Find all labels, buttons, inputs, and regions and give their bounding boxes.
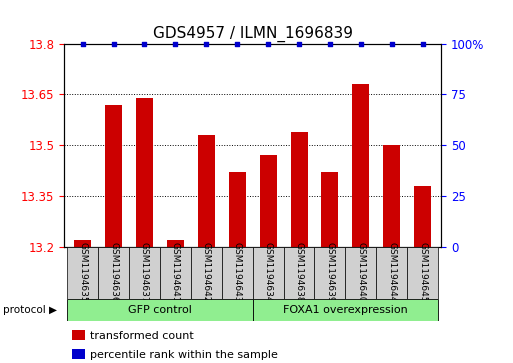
Point [357, 41, 365, 46]
Text: GSM1194635: GSM1194635 [78, 242, 87, 302]
Point [171, 41, 180, 46]
Bar [414, 186, 431, 247]
Bar [167, 240, 184, 247]
Text: GSM1194642: GSM1194642 [202, 242, 211, 302]
FancyBboxPatch shape [67, 247, 98, 299]
Point [388, 41, 396, 46]
FancyBboxPatch shape [253, 247, 284, 299]
Text: GSM1194645: GSM1194645 [418, 242, 427, 302]
Bar [383, 145, 400, 247]
Bar [105, 105, 122, 247]
FancyBboxPatch shape [345, 247, 376, 299]
Text: transformed count: transformed count [90, 331, 193, 341]
Point [141, 41, 149, 46]
FancyBboxPatch shape [67, 299, 253, 321]
FancyBboxPatch shape [222, 247, 253, 299]
FancyBboxPatch shape [284, 247, 314, 299]
FancyBboxPatch shape [129, 247, 160, 299]
Text: GSM1194634: GSM1194634 [264, 242, 272, 302]
Text: GSM1194638: GSM1194638 [294, 242, 304, 302]
Bar [322, 172, 339, 247]
Bar [352, 84, 369, 247]
Point [78, 41, 87, 46]
FancyBboxPatch shape [191, 247, 222, 299]
FancyBboxPatch shape [98, 247, 129, 299]
Text: GSM1194644: GSM1194644 [387, 242, 396, 302]
Text: GSM1194643: GSM1194643 [233, 242, 242, 302]
Point [295, 41, 303, 46]
Bar [74, 240, 91, 247]
Text: GSM1194639: GSM1194639 [325, 242, 334, 302]
FancyBboxPatch shape [376, 247, 407, 299]
Text: protocol ▶: protocol ▶ [3, 305, 56, 315]
Text: GSM1194640: GSM1194640 [357, 242, 365, 302]
Bar [260, 155, 277, 247]
Point [109, 41, 117, 46]
Text: FOXA1 overexpression: FOXA1 overexpression [283, 305, 408, 315]
Title: GDS4957 / ILMN_1696839: GDS4957 / ILMN_1696839 [153, 26, 352, 42]
Bar [198, 135, 215, 247]
FancyBboxPatch shape [407, 247, 438, 299]
FancyBboxPatch shape [253, 299, 438, 321]
Text: percentile rank within the sample: percentile rank within the sample [90, 350, 278, 360]
Bar [290, 132, 307, 247]
FancyBboxPatch shape [314, 247, 345, 299]
Bar [229, 172, 246, 247]
Point [202, 41, 210, 46]
FancyBboxPatch shape [160, 247, 191, 299]
Text: GSM1194641: GSM1194641 [171, 242, 180, 302]
Point [419, 41, 427, 46]
Point [264, 41, 272, 46]
Point [233, 41, 241, 46]
Text: GSM1194636: GSM1194636 [109, 242, 118, 302]
Point [326, 41, 334, 46]
Bar [136, 98, 153, 247]
Text: GFP control: GFP control [128, 305, 192, 315]
Text: GSM1194637: GSM1194637 [140, 242, 149, 302]
